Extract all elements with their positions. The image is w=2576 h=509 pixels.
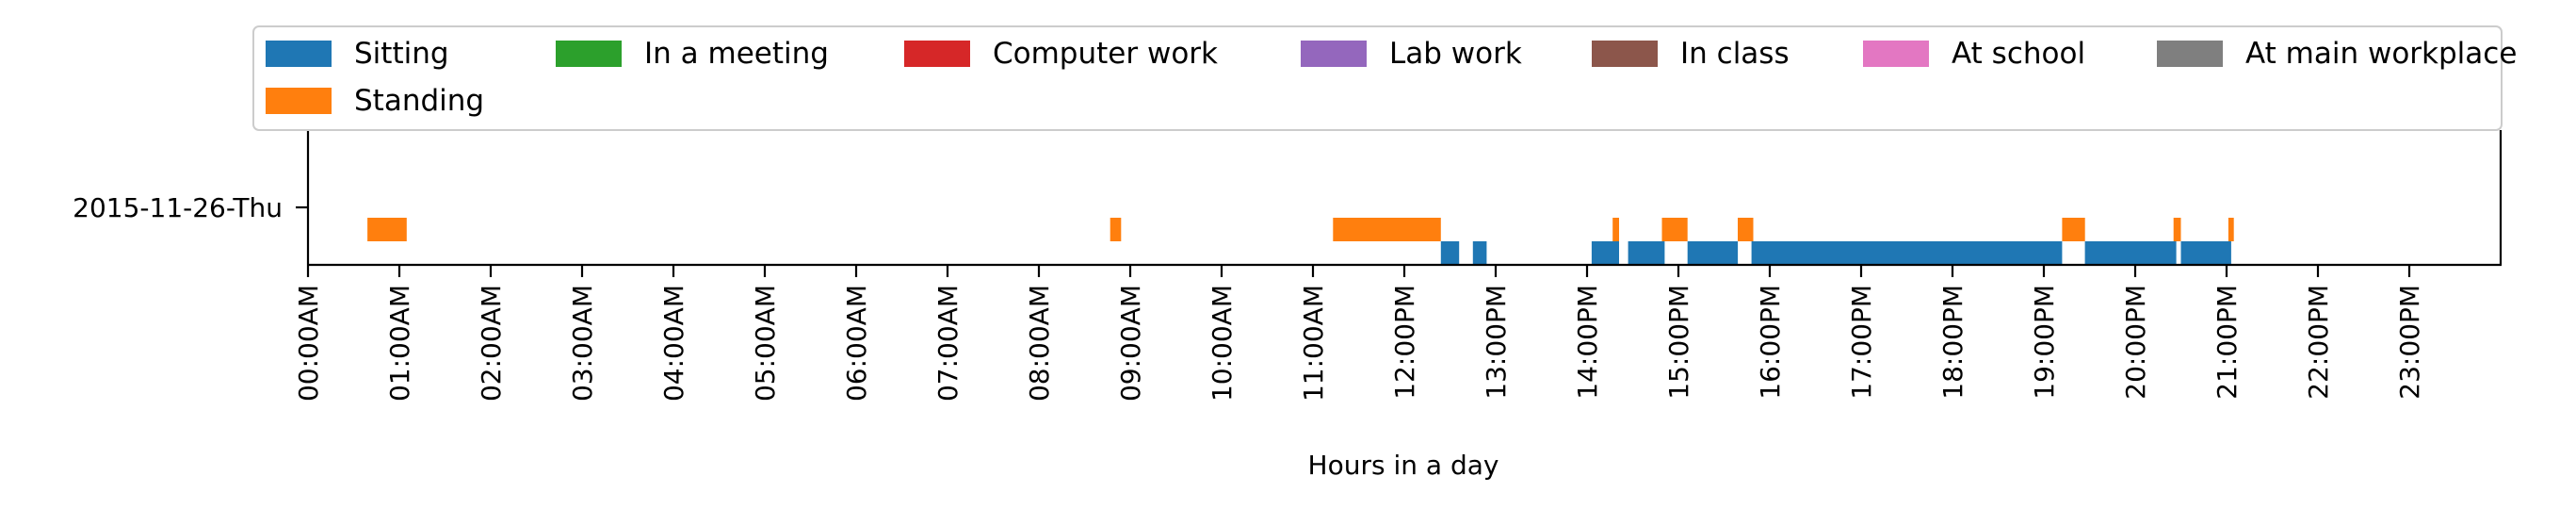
bar-sitting	[1472, 241, 1487, 265]
x-tick-label: 05:00AM	[750, 285, 781, 402]
x-tick-label: 15:00PM	[1663, 285, 1694, 400]
x-tick-label: 11:00AM	[1298, 285, 1329, 402]
x-tick-label: 01:00AM	[384, 285, 415, 402]
x-axis-ticks: 00:00AM 01:00AM 02:00AM 03:00AM 04:00AM 05:00…	[293, 265, 2425, 402]
bar-standing	[1110, 218, 1122, 241]
bar-sitting	[1751, 241, 2063, 265]
bar-sitting	[1591, 241, 1619, 265]
legend-swatch-sitting	[266, 41, 332, 67]
bar-sitting	[1687, 241, 1739, 265]
x-tick-label: 19:00PM	[2029, 285, 2060, 400]
legend-swatch-in-a-meeting	[556, 41, 622, 67]
legend-frame	[252, 25, 2503, 131]
x-tick-label: 14:00PM	[1572, 285, 1603, 400]
bar-standing	[2228, 218, 2234, 241]
legend-label-in-class: In class	[1680, 37, 1790, 71]
legend-label-in-a-meeting: In a meeting	[644, 37, 829, 71]
legend-swatch-lab-work	[1301, 41, 1367, 67]
legend-label-standing: Standing	[354, 84, 484, 118]
bar-standing	[1333, 218, 1441, 241]
x-tick-label: 16:00PM	[1755, 285, 1786, 400]
legend-label-at-main-workplace: At main workplace	[2245, 37, 2517, 71]
x-tick-label: 08:00AM	[1024, 285, 1055, 402]
x-tick-label: 12:00PM	[1389, 285, 1420, 400]
legend-swatch-standing	[266, 88, 332, 114]
legend-label-at-school: At school	[1952, 37, 2085, 71]
bar-sitting	[2180, 241, 2231, 265]
bar-standing	[2062, 218, 2085, 241]
legend-swatch-at-main-workplace	[2157, 41, 2223, 67]
x-tick-label: 02:00AM	[476, 285, 507, 402]
y-tick-label: 2015-11-26-Thu	[73, 192, 283, 223]
x-tick-label: 22:00PM	[2303, 285, 2334, 400]
legend-swatch-computer-work	[904, 41, 970, 67]
x-tick-label: 18:00PM	[1937, 285, 1968, 400]
x-tick-label: 17:00PM	[1846, 285, 1877, 400]
legend-swatch-at-school	[1863, 41, 1929, 67]
x-tick-label: 20:00PM	[2120, 285, 2151, 400]
x-tick-label: 06:00AM	[841, 285, 872, 402]
x-tick-label: 00:00AM	[293, 285, 324, 402]
activity-bars	[367, 218, 2234, 265]
x-tick-label: 13:00PM	[1481, 285, 1512, 400]
bar-standing	[2173, 218, 2181, 241]
bar-standing	[1738, 218, 1754, 241]
x-tick-label: 21:00PM	[2211, 285, 2243, 400]
legend: Sitting Standing In a meeting Computer work…	[252, 25, 2517, 131]
bar-standing	[367, 218, 407, 241]
x-tick-label: 23:00PM	[2394, 285, 2425, 400]
bar-standing	[1612, 218, 1619, 241]
x-tick-label: 10:00AM	[1207, 285, 1238, 402]
x-tick-label: 07:00AM	[932, 285, 964, 402]
legend-label-sitting: Sitting	[354, 37, 449, 71]
x-tick-label: 04:00AM	[658, 285, 689, 402]
legend-label-computer-work: Computer work	[993, 37, 1218, 71]
x-tick-label: 09:00AM	[1115, 285, 1146, 402]
legend-swatch-in-class	[1592, 41, 1658, 67]
bar-sitting	[1628, 241, 1665, 265]
bar-sitting	[2084, 241, 2177, 265]
x-axis-label: Hours in a day	[1308, 450, 1499, 481]
bar-standing	[1661, 218, 1688, 241]
x-tick-label: 03:00AM	[567, 285, 598, 402]
bar-sitting	[1440, 241, 1460, 265]
legend-label-lab-work: Lab work	[1389, 37, 1522, 71]
